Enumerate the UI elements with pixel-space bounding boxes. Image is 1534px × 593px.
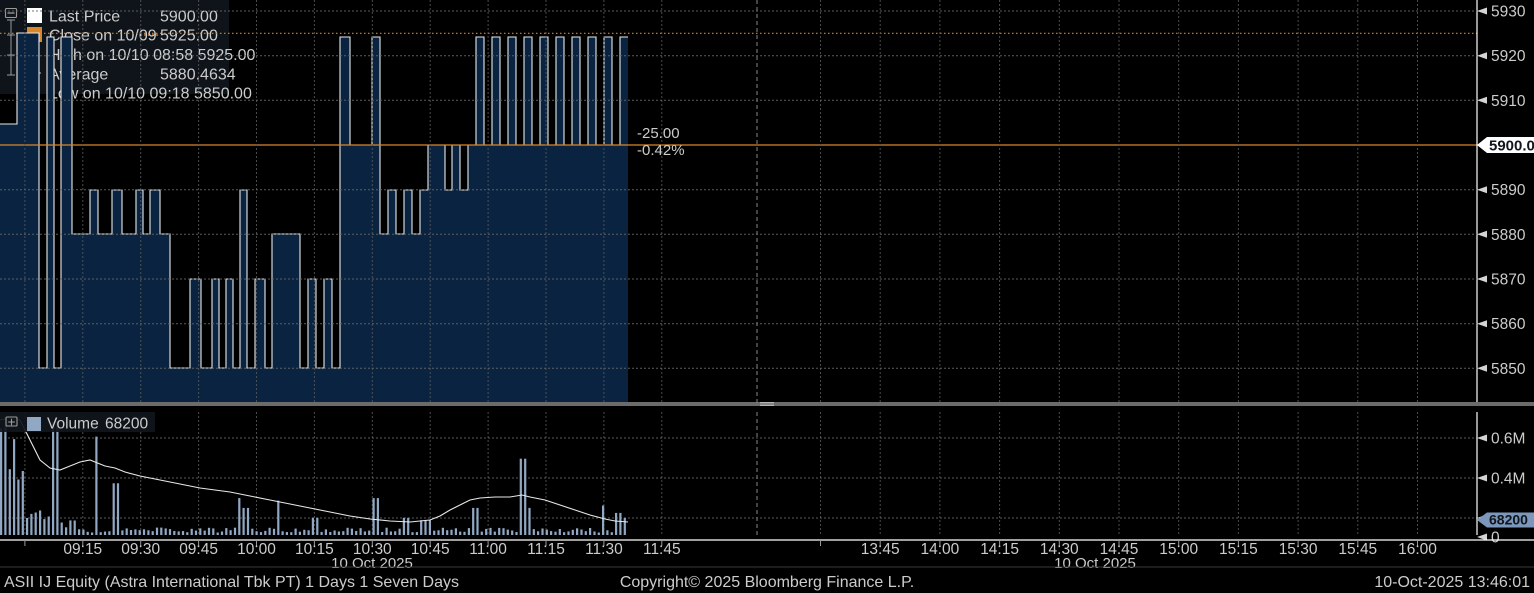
svg-text:-25.00: -25.00 bbox=[637, 125, 680, 142]
svg-text:0: 0 bbox=[1491, 530, 1500, 547]
svg-text:11:30: 11:30 bbox=[585, 541, 623, 558]
svg-text:10-Oct-2025 13:46:01: 10-Oct-2025 13:46:01 bbox=[1374, 574, 1530, 591]
svg-text:15:15: 15:15 bbox=[1219, 541, 1258, 558]
svg-text:15:45: 15:45 bbox=[1338, 541, 1377, 558]
svg-text:09:30: 09:30 bbox=[121, 541, 160, 558]
svg-text:Average: Average bbox=[49, 67, 108, 84]
svg-text:0.4M: 0.4M bbox=[1491, 471, 1525, 488]
svg-text:10 Oct 2025: 10 Oct 2025 bbox=[331, 555, 413, 572]
svg-text:68200: 68200 bbox=[1489, 512, 1528, 528]
svg-text:5880: 5880 bbox=[1491, 227, 1526, 244]
svg-text:15:00: 15:00 bbox=[1159, 541, 1198, 558]
svg-text:13:45: 13:45 bbox=[861, 541, 900, 558]
svg-text:Volume: Volume bbox=[47, 416, 99, 433]
svg-text:0.6M: 0.6M bbox=[1491, 431, 1525, 448]
svg-text:11:00: 11:00 bbox=[469, 541, 507, 558]
svg-text:5925.00: 5925.00 bbox=[160, 28, 218, 45]
svg-text:5880.4634: 5880.4634 bbox=[160, 67, 236, 84]
svg-text:16:00: 16:00 bbox=[1398, 541, 1437, 558]
svg-text:10:00: 10:00 bbox=[237, 541, 276, 558]
svg-text:5890: 5890 bbox=[1491, 182, 1526, 199]
svg-text:68200: 68200 bbox=[105, 416, 148, 433]
svg-text:ASII IJ Equity (Astra Internat: ASII IJ Equity (Astra International Tbk … bbox=[4, 574, 459, 591]
svg-text:10:15: 10:15 bbox=[295, 541, 334, 558]
svg-text:5850: 5850 bbox=[1491, 361, 1526, 378]
svg-text:-0.42%: -0.42% bbox=[637, 142, 685, 159]
svg-text:14:00: 14:00 bbox=[921, 541, 960, 558]
svg-text:5900.00: 5900.00 bbox=[1489, 138, 1534, 155]
svg-text:11:15: 11:15 bbox=[527, 541, 565, 558]
svg-text:5860: 5860 bbox=[1491, 316, 1526, 333]
svg-text:5910: 5910 bbox=[1491, 93, 1526, 110]
svg-text:5870: 5870 bbox=[1491, 272, 1526, 289]
svg-text:15:30: 15:30 bbox=[1279, 541, 1318, 558]
svg-text:10 Oct 2025: 10 Oct 2025 bbox=[1054, 555, 1136, 572]
svg-text:10:45: 10:45 bbox=[411, 541, 450, 558]
svg-text:09:45: 09:45 bbox=[179, 541, 218, 558]
svg-text:5920: 5920 bbox=[1491, 48, 1526, 65]
svg-text:5930: 5930 bbox=[1491, 4, 1526, 21]
svg-text:11:45: 11:45 bbox=[643, 541, 681, 558]
svg-text:14:15: 14:15 bbox=[980, 541, 1019, 558]
svg-text:Copyright© 2025 Bloomberg Fina: Copyright© 2025 Bloomberg Finance L.P. bbox=[620, 574, 914, 591]
svg-text:09:15: 09:15 bbox=[63, 541, 102, 558]
